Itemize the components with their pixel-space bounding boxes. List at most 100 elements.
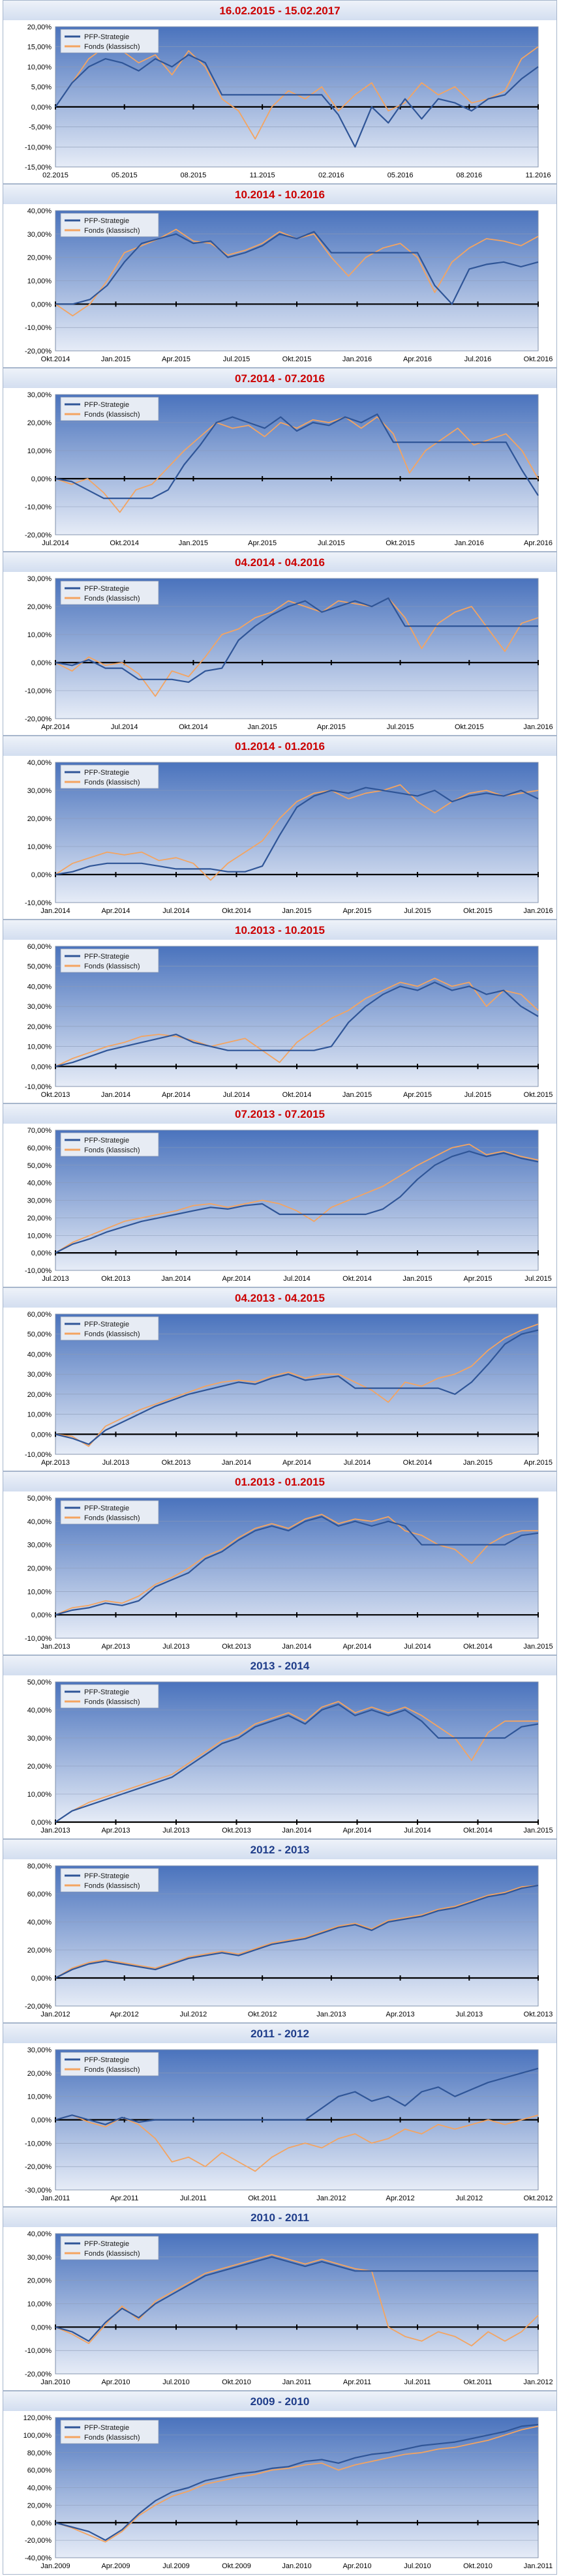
- legend-label: PFP-Strategie: [84, 1872, 129, 1880]
- legend: [60, 2052, 159, 2076]
- x-tick-label: Jul.2014: [42, 539, 69, 547]
- x-tick-label: Apr.2014: [282, 1459, 311, 1467]
- x-tick-label: Jul.2014: [111, 723, 138, 731]
- y-tick-label: 0,00%: [31, 301, 52, 308]
- chart-title-bar: [3, 185, 556, 204]
- chart-panel: 10.2013 - 10.2015 60,00% 50,00% 40,00% 30,00…: [3, 920, 557, 1103]
- x-tick-label: Jul.2009: [162, 2562, 190, 2570]
- chart-title: 2010 - 2011: [250, 2211, 309, 2224]
- x-tick-label: Jan.2015: [101, 355, 130, 363]
- legend-label: Fonds (klassisch): [84, 43, 140, 51]
- y-tick-label: 50,00%: [27, 1331, 52, 1339]
- x-tick-label: Jan.2015: [248, 723, 277, 731]
- series-line-strategy: [55, 2067, 539, 2125]
- chart-svg: 10.2014 - 10.2016 40,00% 30,00% 20,00% 10,00…: [3, 185, 556, 363]
- y-tick-label: 0,00%: [31, 2519, 52, 2527]
- y-tick-label: 20,00%: [27, 2070, 52, 2078]
- y-tick-label: 40,00%: [27, 2485, 52, 2493]
- x-tick-label: Jan.2009: [40, 2562, 70, 2570]
- y-tick-label: -30,00%: [25, 2187, 52, 2194]
- chart-title: 04.2014 - 04.2016: [235, 556, 325, 569]
- legend: [60, 948, 159, 973]
- x-tick-label: 02.2015: [42, 172, 68, 179]
- y-tick-label: 0,00%: [31, 475, 52, 483]
- series-line-strategy: [55, 1703, 539, 1823]
- legend: [60, 1316, 159, 1341]
- x-tick-label: Apr.2014: [101, 907, 130, 915]
- x-tick-label: Apr.2014: [41, 723, 70, 731]
- x-tick-label: Jan.2015: [463, 1459, 493, 1467]
- series-line-strategy: [55, 786, 539, 876]
- y-tick-label: -10,00%: [25, 1267, 52, 1275]
- chart-title: 01.2014 - 01.2016: [235, 740, 325, 753]
- x-tick-label: Apr.2015: [248, 539, 277, 547]
- chart-panel: 2012 - 2013 80,00% 60,00% 40,00% 20,00% 0,00%…: [3, 1839, 557, 2023]
- legend: [60, 1500, 159, 1525]
- chart-svg: 2010 - 2011 40,00% 30,00% 20,00% 10,00% 0,00%…: [3, 2208, 556, 2386]
- x-tick-label: Okt.2013: [222, 1827, 251, 1835]
- chart-title: 2013 - 2014: [250, 1660, 310, 1672]
- x-tick-label: Jan.2013: [40, 1827, 70, 1835]
- legend-label: PFP-Strategie: [84, 2056, 129, 2064]
- y-tick-label: -5,00%: [29, 124, 52, 132]
- series-line-strategy: [55, 2423, 539, 2541]
- series-line-fund: [55, 416, 539, 513]
- y-tick-label: 30,00%: [27, 1735, 52, 1743]
- x-tick-label: Apr.2015: [317, 723, 346, 731]
- x-tick-label: Jul.2015: [223, 355, 250, 363]
- y-tick-label: 10,00%: [27, 278, 52, 286]
- y-tick-label: 70,00%: [27, 1127, 52, 1135]
- chart-title-bar: [3, 1656, 556, 1675]
- x-tick-label: Jul.2015: [404, 907, 431, 915]
- x-tick-label: Okt.2016: [524, 355, 553, 363]
- x-tick-label: Jul.2014: [404, 1643, 431, 1651]
- x-tick-label: Jan.2011: [41, 2194, 70, 2202]
- x-tick-label: Jul.2012: [180, 2011, 207, 2018]
- chart-svg: 16.02.2015 - 15.02.2017 20,00% 15,00% 10,00…: [3, 1, 556, 179]
- y-tick-label: 40,00%: [27, 207, 52, 215]
- y-tick-label: 40,00%: [27, 1180, 52, 1188]
- x-tick-label: Apr.2010: [342, 2562, 371, 2570]
- x-tick-label: Jan.2010: [40, 2378, 70, 2386]
- y-tick-label: 10,00%: [27, 2301, 52, 2309]
- x-tick-label: Apr.2015: [403, 1091, 432, 1099]
- y-tick-label: 0,00%: [31, 1819, 52, 1827]
- x-tick-label: Apr.2011: [343, 2378, 371, 2386]
- y-tick-label: 40,00%: [27, 2230, 52, 2238]
- y-tick-label: 30,00%: [27, 391, 52, 399]
- y-tick-label: 0,00%: [31, 1063, 52, 1071]
- y-tick-label: 30,00%: [27, 1542, 52, 1550]
- legend-label: PFP-Strategie: [84, 2240, 129, 2248]
- legend: [60, 1132, 159, 1157]
- y-tick-label: 10,00%: [27, 63, 52, 71]
- chart-panel: 2009 - 2010 120,00% 100,00% 80,00% 60,00% 40,…: [3, 2391, 557, 2575]
- chart-svg: 04.2014 - 04.2016 30,00% 20,00% 10,00% 0,00%…: [3, 552, 556, 731]
- x-tick-label: Jul.2011: [180, 2194, 207, 2202]
- x-tick-label: Jan.2016: [455, 539, 484, 547]
- x-tick-label: Okt.2014: [110, 539, 139, 547]
- x-tick-label: 08.2015: [181, 172, 207, 179]
- legend: [60, 29, 159, 53]
- x-tick-label: Apr.2012: [386, 2194, 415, 2202]
- x-tick-label: 05.2016: [387, 172, 414, 179]
- x-tick-label: Jul.2010: [162, 2378, 190, 2386]
- y-tick-label: 60,00%: [27, 1891, 52, 1898]
- y-tick-label: -20,00%: [25, 2537, 52, 2545]
- legend: [60, 1684, 159, 1709]
- x-tick-label: Jan.2015: [523, 1643, 553, 1651]
- y-tick-label: -20,00%: [25, 2003, 52, 2011]
- y-tick-label: -10,00%: [25, 687, 52, 695]
- y-tick-label: 50,00%: [27, 1162, 52, 1170]
- chart-panel: 04.2013 - 04.2015 60,00% 50,00% 40,00% 30,00…: [3, 1287, 557, 1471]
- legend-label: Fonds (klassisch): [84, 1882, 140, 1890]
- legend: [60, 2419, 159, 2444]
- y-tick-label: -10,00%: [25, 2140, 52, 2148]
- x-tick-label: 08.2016: [456, 172, 482, 179]
- y-tick-label: -20,00%: [25, 715, 52, 723]
- y-tick-label: -10,00%: [25, 1083, 52, 1091]
- y-tick-label: -10,00%: [25, 1635, 52, 1643]
- y-tick-label: 80,00%: [27, 1863, 52, 1870]
- legend-label: Fonds (klassisch): [84, 227, 140, 235]
- y-tick-label: 20,00%: [27, 1023, 52, 1031]
- y-tick-label: 30,00%: [27, 2046, 52, 2054]
